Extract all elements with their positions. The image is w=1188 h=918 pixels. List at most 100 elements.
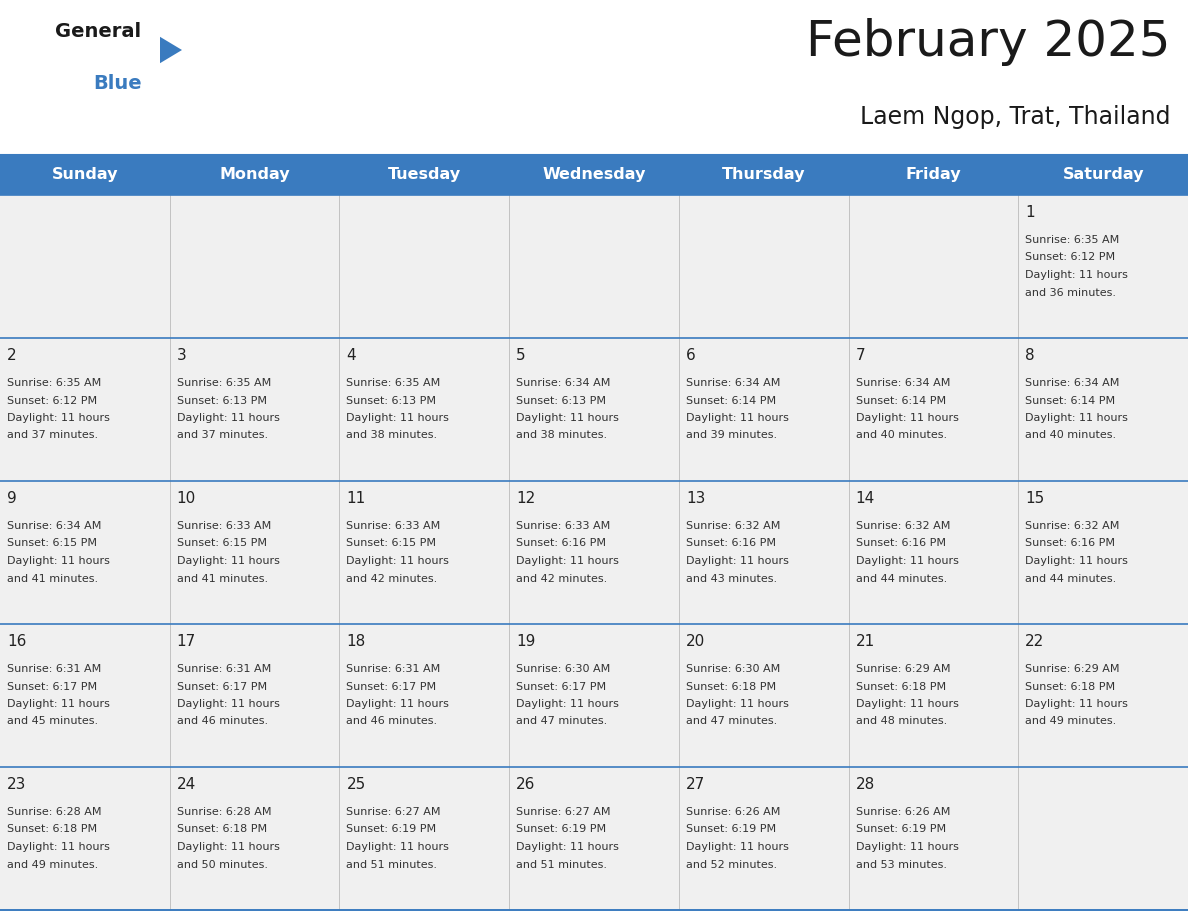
Text: and 38 minutes.: and 38 minutes. [347, 431, 437, 441]
Text: Daylight: 11 hours: Daylight: 11 hours [516, 699, 619, 709]
Text: February 2025: February 2025 [805, 18, 1170, 66]
Text: Daylight: 11 hours: Daylight: 11 hours [177, 556, 279, 566]
Text: 1: 1 [1025, 205, 1035, 220]
Text: Daylight: 11 hours: Daylight: 11 hours [1025, 556, 1129, 566]
Bar [510, 195, 678, 338]
Text: Sunday: Sunday [51, 167, 118, 183]
Text: 23: 23 [7, 777, 26, 792]
Text: and 44 minutes.: and 44 minutes. [1025, 574, 1117, 584]
Text: and 49 minutes.: and 49 minutes. [1025, 717, 1117, 726]
Text: Daylight: 11 hours: Daylight: 11 hours [855, 413, 959, 423]
Text: and 37 minutes.: and 37 minutes. [7, 431, 99, 441]
Text: and 40 minutes.: and 40 minutes. [855, 431, 947, 441]
Bar [1018, 624, 1188, 767]
Text: Sunrise: 6:33 AM: Sunrise: 6:33 AM [177, 521, 271, 531]
Bar [0, 481, 170, 624]
Bar [1018, 338, 1188, 481]
Text: Daylight: 11 hours: Daylight: 11 hours [516, 413, 619, 423]
Text: and 49 minutes.: and 49 minutes. [7, 859, 99, 869]
Text: Sunset: 6:16 PM: Sunset: 6:16 PM [516, 539, 606, 548]
Bar [340, 195, 510, 338]
Text: and 51 minutes.: and 51 minutes. [347, 859, 437, 869]
Text: and 36 minutes.: and 36 minutes. [1025, 287, 1117, 297]
Text: Sunrise: 6:27 AM: Sunrise: 6:27 AM [347, 807, 441, 817]
Text: Thursday: Thursday [722, 167, 805, 183]
Bar [170, 767, 340, 910]
Text: 13: 13 [685, 491, 706, 506]
Text: Daylight: 11 hours: Daylight: 11 hours [516, 556, 619, 566]
Bar [848, 338, 1018, 481]
Text: Sunrise: 6:34 AM: Sunrise: 6:34 AM [516, 378, 611, 388]
Text: and 53 minutes.: and 53 minutes. [855, 859, 947, 869]
Text: Sunset: 6:13 PM: Sunset: 6:13 PM [347, 396, 436, 406]
Bar [848, 481, 1018, 624]
Text: Daylight: 11 hours: Daylight: 11 hours [516, 842, 619, 852]
Text: 14: 14 [855, 491, 874, 506]
Text: 25: 25 [347, 777, 366, 792]
Text: Daylight: 11 hours: Daylight: 11 hours [347, 842, 449, 852]
Text: Sunset: 6:12 PM: Sunset: 6:12 PM [1025, 252, 1116, 263]
Text: 2: 2 [7, 348, 17, 363]
Text: and 45 minutes.: and 45 minutes. [7, 717, 99, 726]
Text: 26: 26 [516, 777, 536, 792]
Text: Sunset: 6:17 PM: Sunset: 6:17 PM [347, 681, 436, 691]
Text: Daylight: 11 hours: Daylight: 11 hours [685, 556, 789, 566]
Text: Sunset: 6:18 PM: Sunset: 6:18 PM [1025, 681, 1116, 691]
Text: Daylight: 11 hours: Daylight: 11 hours [685, 413, 789, 423]
Bar [848, 195, 1018, 338]
Text: Sunrise: 6:35 AM: Sunrise: 6:35 AM [177, 378, 271, 388]
Text: and 37 minutes.: and 37 minutes. [177, 431, 267, 441]
Text: Daylight: 11 hours: Daylight: 11 hours [1025, 413, 1129, 423]
Text: Daylight: 11 hours: Daylight: 11 hours [685, 842, 789, 852]
Text: Sunset: 6:14 PM: Sunset: 6:14 PM [855, 396, 946, 406]
Text: Sunset: 6:17 PM: Sunset: 6:17 PM [7, 681, 97, 691]
Bar [170, 624, 340, 767]
Text: Daylight: 11 hours: Daylight: 11 hours [1025, 270, 1129, 280]
Text: Sunset: 6:17 PM: Sunset: 6:17 PM [177, 681, 267, 691]
Text: and 41 minutes.: and 41 minutes. [177, 574, 267, 584]
Bar [0, 195, 170, 338]
Text: and 38 minutes.: and 38 minutes. [516, 431, 607, 441]
Text: Sunset: 6:15 PM: Sunset: 6:15 PM [347, 539, 436, 548]
Text: Sunrise: 6:34 AM: Sunrise: 6:34 AM [7, 521, 101, 531]
Text: Sunset: 6:17 PM: Sunset: 6:17 PM [516, 681, 606, 691]
Text: 8: 8 [1025, 348, 1035, 363]
Text: Sunrise: 6:29 AM: Sunrise: 6:29 AM [855, 664, 950, 674]
Bar [170, 338, 340, 481]
Bar [510, 481, 678, 624]
Text: Daylight: 11 hours: Daylight: 11 hours [347, 699, 449, 709]
Bar [1018, 767, 1188, 910]
Text: Sunrise: 6:35 AM: Sunrise: 6:35 AM [347, 378, 441, 388]
Text: Blue: Blue [93, 74, 141, 93]
Bar [170, 481, 340, 624]
Text: and 43 minutes.: and 43 minutes. [685, 574, 777, 584]
Text: and 52 minutes.: and 52 minutes. [685, 859, 777, 869]
Text: Sunset: 6:18 PM: Sunset: 6:18 PM [685, 681, 776, 691]
Text: Sunset: 6:15 PM: Sunset: 6:15 PM [7, 539, 97, 548]
Text: 16: 16 [7, 634, 26, 649]
Text: Sunset: 6:16 PM: Sunset: 6:16 PM [1025, 539, 1116, 548]
Bar [340, 338, 510, 481]
Text: Sunset: 6:16 PM: Sunset: 6:16 PM [685, 539, 776, 548]
Text: Wednesday: Wednesday [542, 167, 646, 183]
Text: Sunset: 6:18 PM: Sunset: 6:18 PM [7, 824, 97, 834]
Text: 6: 6 [685, 348, 696, 363]
Text: and 42 minutes.: and 42 minutes. [516, 574, 607, 584]
Text: Daylight: 11 hours: Daylight: 11 hours [855, 842, 959, 852]
Bar [1018, 481, 1188, 624]
Text: Daylight: 11 hours: Daylight: 11 hours [177, 699, 279, 709]
Text: Daylight: 11 hours: Daylight: 11 hours [177, 842, 279, 852]
Text: 4: 4 [347, 348, 356, 363]
Text: Sunset: 6:13 PM: Sunset: 6:13 PM [177, 396, 267, 406]
Text: Sunrise: 6:34 AM: Sunrise: 6:34 AM [1025, 378, 1119, 388]
Text: Daylight: 11 hours: Daylight: 11 hours [1025, 699, 1129, 709]
Bar [1018, 195, 1188, 338]
Text: 12: 12 [516, 491, 536, 506]
Text: Sunset: 6:15 PM: Sunset: 6:15 PM [177, 539, 267, 548]
Text: Sunrise: 6:26 AM: Sunrise: 6:26 AM [855, 807, 950, 817]
Text: Sunset: 6:18 PM: Sunset: 6:18 PM [177, 824, 267, 834]
Text: Daylight: 11 hours: Daylight: 11 hours [685, 699, 789, 709]
Text: Laem Ngop, Trat, Thailand: Laem Ngop, Trat, Thailand [859, 105, 1170, 129]
Text: 15: 15 [1025, 491, 1044, 506]
Text: Sunrise: 6:27 AM: Sunrise: 6:27 AM [516, 807, 611, 817]
